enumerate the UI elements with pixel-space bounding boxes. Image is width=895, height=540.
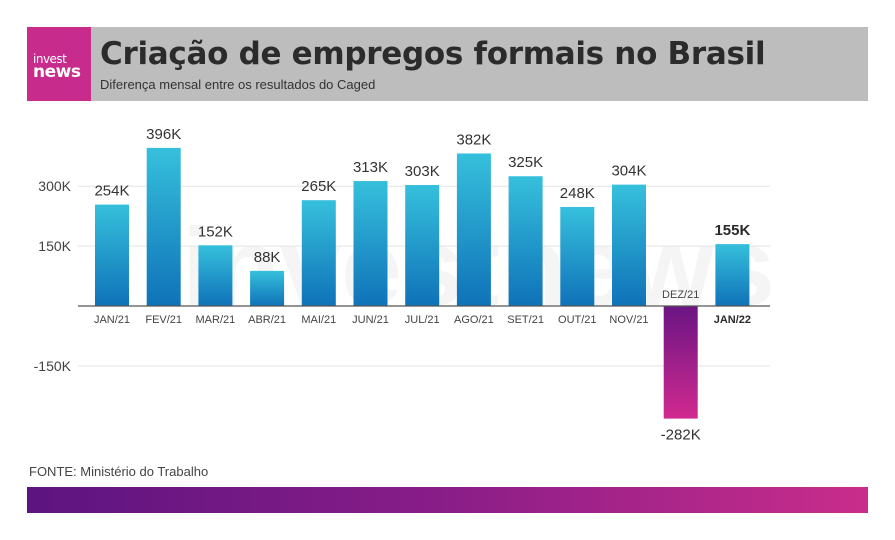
investnews-logo: invest news xyxy=(27,27,91,101)
bar-jul-21 xyxy=(405,185,440,306)
x-tick-label: ABR/21 xyxy=(248,314,286,326)
x-tick-label: OUT/21 xyxy=(558,314,597,326)
x-tick-label: JAN/21 xyxy=(94,314,130,326)
chart-header: invest news Criação de empregos formais … xyxy=(27,27,868,101)
bar-jan-21 xyxy=(95,204,129,306)
data-label: 325K xyxy=(508,154,543,171)
x-tick-label: FEV/21 xyxy=(145,314,182,326)
chart-subtitle: Diferença mensal entre os resultados do … xyxy=(100,77,376,92)
bar-fev-21 xyxy=(146,147,181,306)
y-tick-label: -150K xyxy=(34,358,72,374)
bar-dez-21 xyxy=(663,306,698,419)
bar-jan-22 xyxy=(715,244,750,306)
chart-title: Criação de empregos formais no Brasil xyxy=(100,36,766,72)
x-tick-label: SET/21 xyxy=(507,314,544,326)
data-label: 248K xyxy=(560,185,595,202)
data-label: 152K xyxy=(198,223,233,240)
data-label: 303K xyxy=(405,163,440,180)
data-label: 313K xyxy=(353,159,388,176)
data-label: -282K xyxy=(661,427,701,444)
logo-text-news: news xyxy=(33,62,81,82)
bar-jun-21 xyxy=(353,181,388,306)
bar-chart: investnews300K150K-150K254KJAN/21396KFEV… xyxy=(34,126,770,444)
y-tick-label: 150K xyxy=(38,238,71,254)
bar-abr-21 xyxy=(250,270,285,306)
x-tick-label: NOV/21 xyxy=(609,314,648,326)
x-tick-label: JAN/22 xyxy=(714,314,751,326)
bar-set-21 xyxy=(508,176,543,306)
data-label: 304K xyxy=(611,163,646,180)
footer-gradient-bar xyxy=(27,487,868,513)
bar-out-21 xyxy=(560,206,595,306)
data-label: 155K xyxy=(714,222,750,239)
data-label: 254K xyxy=(94,183,129,200)
data-label: 396K xyxy=(146,126,181,143)
x-tick-label: AGO/21 xyxy=(454,314,494,326)
x-tick-label: DEZ/21 xyxy=(662,289,699,301)
data-label: 265K xyxy=(301,178,336,195)
source-note: FONTE: Ministério do Trabalho xyxy=(29,464,209,479)
y-tick-label: 300K xyxy=(38,178,71,194)
x-tick-label: MAI/21 xyxy=(301,314,336,326)
logo-text-invest: invest xyxy=(33,52,67,66)
bar-mar-21 xyxy=(198,245,233,306)
x-tick-label: JUL/21 xyxy=(405,314,440,326)
bar-ago-21 xyxy=(456,153,491,306)
bar-mai-21 xyxy=(301,200,336,306)
bar-nov-21 xyxy=(612,184,646,306)
data-label: 382K xyxy=(456,131,491,148)
x-tick-label: JUN/21 xyxy=(352,314,389,326)
data-label: 88K xyxy=(254,249,281,266)
x-tick-label: MAR/21 xyxy=(196,314,236,326)
